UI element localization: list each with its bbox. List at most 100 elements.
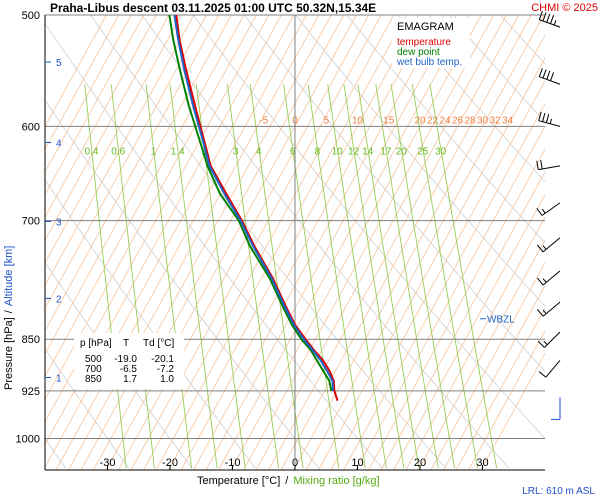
- legend-temperature: temperature: [397, 37, 451, 48]
- wind-barb-staff: [542, 270, 561, 286]
- wind-barb-flag: [538, 10, 543, 20]
- table-cell: 850: [85, 374, 102, 385]
- wind-barb: [537, 270, 561, 286]
- wbzl-label: WBZL: [487, 315, 515, 326]
- wind-barb-flag: [546, 13, 551, 23]
- dry-adiabat: [45, 178, 256, 469]
- isotherm: [330, 80, 545, 470]
- dry-adiabat: [89, 15, 447, 469]
- wind-barb-flag: [537, 309, 544, 317]
- mixing-ratio-line: [357, 84, 420, 469]
- wind-barb-flag: [538, 371, 547, 378]
- isotherm: [45, 15, 170, 241]
- mixing-ratio-line: [411, 84, 479, 469]
- dry-adiabat: [141, 15, 510, 469]
- wind-barb: [537, 331, 561, 348]
- wind-barb-flag: [538, 68, 543, 77]
- wind-barb-flag: [537, 244, 544, 253]
- pressure-tick-label: 500: [22, 10, 40, 22]
- x-axis-temp-label: Temperature [°C]: [197, 475, 280, 487]
- isotherm: [468, 330, 545, 470]
- legend-box: [392, 18, 470, 68]
- series-dew-point-line: [168, 14, 333, 392]
- temperature-tick-label: 10: [351, 457, 363, 469]
- mixing-ratio-label: 14: [362, 146, 374, 157]
- wind-barb-flag: [542, 12, 547, 22]
- isotherm-label: 26: [452, 115, 464, 126]
- isotherm: [45, 15, 107, 128]
- wbzl-marker: WBZL: [480, 315, 515, 326]
- mixing-ratio-label: 1.4: [171, 146, 185, 157]
- isotherm: [418, 239, 545, 470]
- wind-barb-flag: [546, 70, 551, 80]
- mixing-ratio-label: 10: [332, 146, 344, 157]
- dry-adiabat: [243, 15, 545, 373]
- wind-barb-staff: [538, 120, 561, 127]
- temperature-tick-label: 30: [476, 457, 488, 469]
- dry-adiabat: [45, 347, 130, 469]
- wind-barb-flag: [542, 69, 547, 79]
- wind-barb: [537, 301, 561, 317]
- pressure-tick-label: 600: [22, 121, 40, 133]
- isotherm-label: 22: [427, 115, 439, 126]
- altitude-tick-label: 2: [56, 294, 62, 305]
- isotherm: [443, 284, 545, 470]
- dry-adiabat: [448, 15, 545, 123]
- wind-barb: [538, 10, 561, 28]
- wind-barb-staff: [544, 331, 561, 348]
- wind-barb-half-flag: [543, 340, 548, 346]
- wind-barb-staff: [539, 76, 561, 85]
- pressure-tick-label: 925: [22, 386, 40, 398]
- isotherm: [45, 15, 195, 287]
- wind-barb-flag: [550, 15, 555, 24]
- isotherm: [68, 15, 320, 470]
- wind-barb-half-flag: [553, 20, 557, 26]
- wind-barb: [538, 68, 561, 85]
- isotherm: [355, 125, 545, 470]
- table-cell: 500: [85, 354, 102, 365]
- table-header-t: T: [123, 338, 129, 349]
- wind-barb-staff: [545, 360, 561, 378]
- legend-title: EMAGRAM: [397, 21, 454, 33]
- dry-adiabat: [529, 0, 600, 468]
- temperature-tick-label: 0: [292, 457, 298, 469]
- isotherm: [455, 307, 545, 470]
- isotherm-label: -5: [259, 115, 268, 126]
- altitude-tick-label: 3: [56, 217, 62, 228]
- mixing-ratio-label: 25: [417, 146, 429, 157]
- y-axis-sep: /: [3, 309, 15, 313]
- wind-barb: [551, 397, 561, 420]
- isotherm: [55, 15, 307, 470]
- mixing-ratio-line: [375, 84, 439, 469]
- altitude-tick-label: 5: [56, 58, 62, 69]
- dry-adiabat: [45, 437, 66, 469]
- pressure-tick-label: 700: [22, 216, 40, 228]
- lrl-label: LRL: 610 m ASL: [522, 486, 595, 497]
- wind-barb-flag: [536, 207, 543, 216]
- temperature-tick-label: -20: [162, 457, 178, 469]
- wind-barb-flag: [536, 160, 539, 170]
- dry-adiabat: [580, 0, 600, 468]
- mixing-ratio-label: 8: [315, 146, 321, 157]
- dry-adiabat: [346, 15, 545, 244]
- wind-barb: [538, 111, 561, 127]
- table-cell: -19.0: [114, 354, 137, 365]
- isotherm: [45, 15, 270, 423]
- dry-adiabat-lines: [45, 0, 600, 469]
- isotherm-label: 32: [489, 115, 501, 126]
- value-table: p [hPa] T Td [°C] 500 -19.0 -20.1 700 -6…: [74, 333, 184, 389]
- y-axis-title: Pressure [hPa] / Altitude [km]: [3, 246, 15, 390]
- wind-barb-flag: [537, 340, 545, 348]
- isotherm-label: 28: [464, 115, 476, 126]
- mixing-ratio-line: [169, 84, 218, 469]
- table-header-p: p [hPa]: [80, 338, 112, 349]
- wind-barb-staff: [539, 19, 561, 28]
- isotherm-lines: -50510152022242628303234: [45, 15, 545, 470]
- wind-barb-flag: [540, 160, 543, 170]
- mixing-ratio-label: 30: [435, 146, 447, 157]
- isotherm: [155, 15, 407, 470]
- temperature-tick-label: 20: [414, 457, 426, 469]
- mixing-ratio-label: 12: [348, 146, 360, 157]
